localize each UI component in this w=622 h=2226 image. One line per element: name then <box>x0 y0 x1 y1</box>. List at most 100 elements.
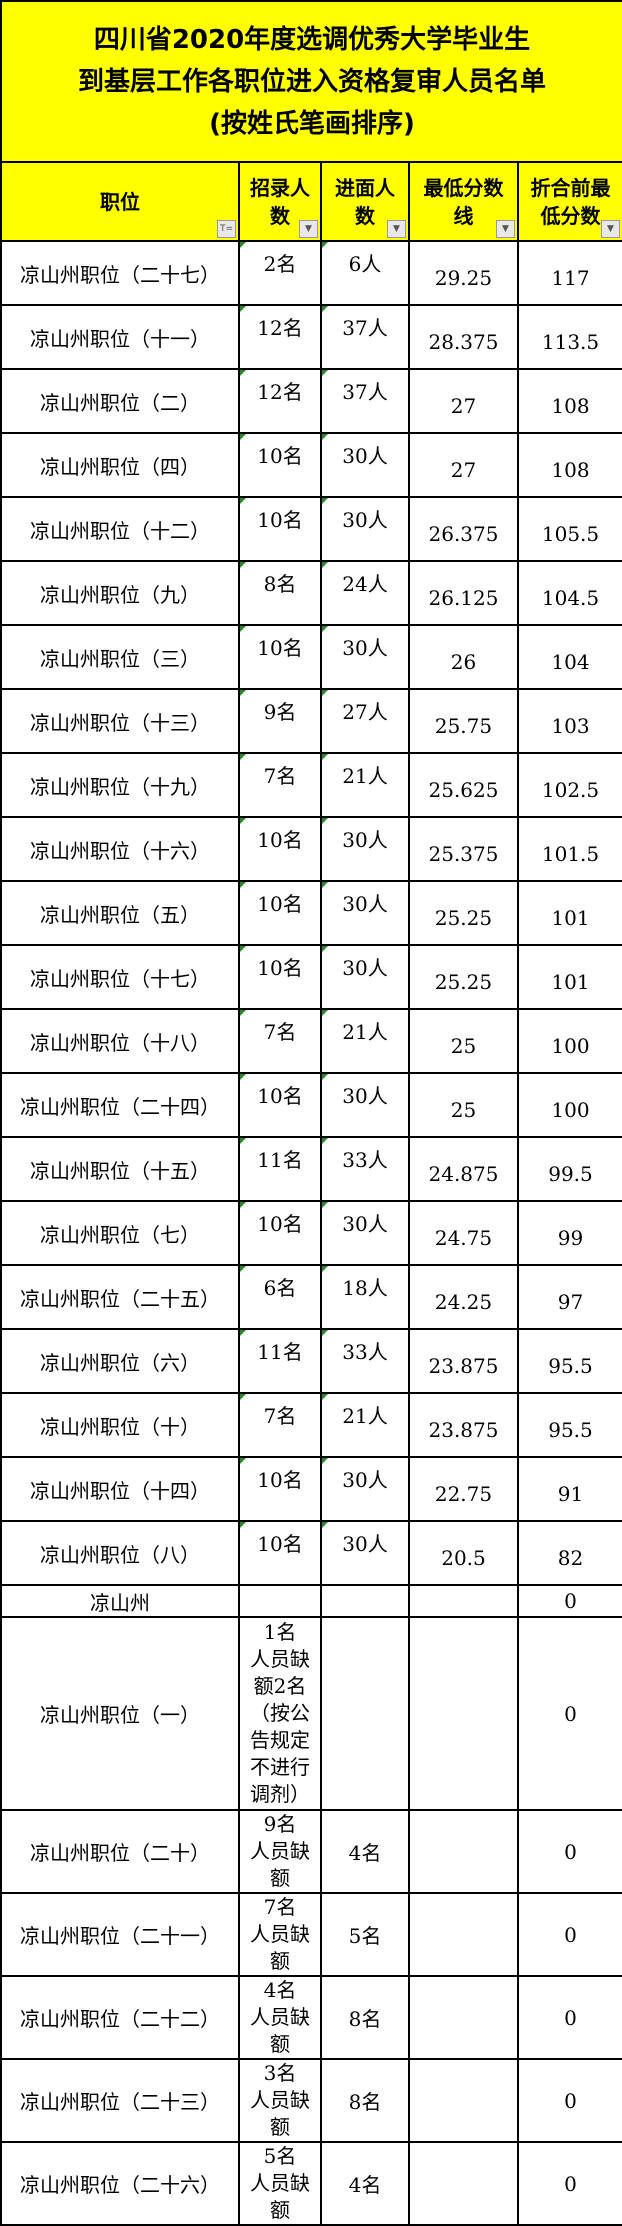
min-score-cell: 26 <box>408 624 519 690</box>
pre-score-cell: 104 <box>516 624 622 690</box>
interview-count-cell: 33人 <box>320 1328 410 1394</box>
table-row: 凉山州 0 <box>0 1584 622 1618</box>
recruit-line: 人员缺 <box>250 2171 310 2195</box>
min-score-cell: 25.75 <box>408 688 519 754</box>
position-cell: 凉山州职位（四） <box>0 432 240 498</box>
pre-score-cell: 95.5 <box>516 1392 622 1458</box>
interview-count-cell: 4名 <box>320 1809 410 1894</box>
pre-score-cell: 0 <box>516 1809 622 1894</box>
pre-score-cell: 99 <box>516 1200 622 1266</box>
interview-count-cell: 30人 <box>320 432 410 498</box>
min-score-cell <box>408 1616 519 1811</box>
position-cell: 凉山州职位（六） <box>0 1328 240 1394</box>
table-row: 凉山州职位（七） 10名 30人 24.75 99 <box>0 1200 622 1266</box>
min-score-cell: 26.125 <box>408 560 519 626</box>
recruit-count-cell: 10名 <box>238 944 322 1010</box>
interview-count-cell: 30人 <box>320 944 410 1010</box>
table-row: 凉山州职位（三） 10名 30人 26 104 <box>0 624 622 690</box>
table-row: 凉山州职位（十四） 10名 30人 22.75 91 <box>0 1456 622 1522</box>
table-row: 凉山州职位（六） 11名 33人 23.875 95.5 <box>0 1328 622 1394</box>
pre-score-cell: 99.5 <box>516 1136 622 1202</box>
recruit-line: 人员缺 <box>250 2005 310 2029</box>
interview-count-cell: 30人 <box>320 816 410 882</box>
position-cell: 凉山州职位（十一） <box>0 304 240 370</box>
position-cell: 凉山州职位（二十六） <box>0 2141 240 2226</box>
interview-count-cell: 30人 <box>320 496 410 562</box>
table-row: 凉山州职位（二十三） 3名 人员缺额 8名 0 <box>0 2058 622 2143</box>
position-cell: 凉山州职位（十三） <box>0 688 240 754</box>
column-header: 招录人数 ▼ <box>238 161 322 242</box>
header-label: 数 <box>270 203 290 228</box>
recruit-line: 不进行 <box>250 1755 310 1779</box>
pre-score-cell: 97 <box>516 1264 622 1330</box>
min-score-cell <box>408 2058 519 2143</box>
pre-score-cell: 101 <box>516 944 622 1010</box>
filter-icon[interactable]: T= <box>217 220 236 238</box>
recruit-count-cell: 7名 <box>238 1008 322 1074</box>
header-label: 职位 <box>100 189 140 214</box>
table-row: 凉山州职位（二） 12名 37人 27 108 <box>0 368 622 434</box>
dropdown-icon[interactable]: ▼ <box>496 220 515 238</box>
position-cell: 凉山州职位（十七） <box>0 944 240 1010</box>
interview-count-cell: 30人 <box>320 1072 410 1138</box>
recruit-count-cell: 3名 人员缺额 <box>238 2058 322 2143</box>
pre-score-cell: 0 <box>516 1975 622 2060</box>
pre-score-cell: 0 <box>516 1616 622 1811</box>
pre-score-cell: 101 <box>516 880 622 946</box>
pre-score-cell: 0 <box>516 1584 622 1618</box>
min-score-cell: 24.75 <box>408 1200 519 1266</box>
pre-score-cell: 103 <box>516 688 622 754</box>
pre-score-cell: 100 <box>516 1008 622 1074</box>
interview-count-cell: 18人 <box>320 1264 410 1330</box>
recruit-count-cell: 2名 <box>238 240 322 306</box>
recruit-count-cell: 4名 人员缺额 <box>238 1975 322 2060</box>
position-cell: 凉山州职位（二十七） <box>0 240 240 306</box>
recruit-count-cell: 11名 <box>238 1136 322 1202</box>
dropdown-icon[interactable]: ▼ <box>387 220 406 238</box>
interview-count-cell: 30人 <box>320 880 410 946</box>
min-score-cell <box>408 1892 519 1977</box>
dropdown-icon[interactable]: ▼ <box>299 220 318 238</box>
min-score-cell <box>408 1809 519 1894</box>
recruit-line: 额 <box>270 2115 290 2139</box>
min-score-cell: 23.875 <box>408 1392 519 1458</box>
recruit-line: 人员缺 <box>250 1647 310 1671</box>
header-label: 线 <box>453 203 474 228</box>
recruit-line: 3名 <box>263 2061 297 2085</box>
header-label: 折合前最 <box>530 175 611 200</box>
pre-score-cell: 0 <box>516 1892 622 1977</box>
interview-count-cell: 33人 <box>320 1136 410 1202</box>
table-row: 凉山州职位（二十） 9名 人员缺额 4名 0 <box>0 1809 622 1894</box>
min-score-cell <box>408 1584 519 1618</box>
position-cell: 凉山州职位（三） <box>0 624 240 690</box>
recruit-count-cell: 11名 <box>238 1328 322 1394</box>
dropdown-icon[interactable]: ▼ <box>601 220 621 238</box>
pre-score-cell: 102.5 <box>516 752 622 818</box>
recruit-count-cell: 10名 <box>238 496 322 562</box>
position-cell: 凉山州职位（二） <box>0 368 240 434</box>
recruit-line: 额2名 <box>253 1674 307 1698</box>
table-row: 凉山州职位（十九） 7名 21人 25.625 102.5 <box>0 752 622 818</box>
recruit-line: 4名 <box>263 1978 297 2002</box>
recruit-count-cell: 1名 人员缺 额2名 （按公 告规定 不进行 调剂） <box>238 1616 322 1811</box>
table-row: 凉山州职位（十六） 10名 30人 25.375 101.5 <box>0 816 622 882</box>
position-cell: 凉山州职位（十四） <box>0 1456 240 1522</box>
interview-count-cell <box>320 1616 410 1811</box>
recruit-line: 1名 <box>263 1620 297 1644</box>
recruit-line: 人员缺 <box>250 1922 310 1946</box>
header-label: 招录人 <box>250 175 310 200</box>
pre-score-cell: 95.5 <box>516 1328 622 1394</box>
table-row: 凉山州职位（十三） 9名 27人 25.75 103 <box>0 688 622 754</box>
recruit-count-cell: 10名 <box>238 880 322 946</box>
min-score-cell <box>408 1975 519 2060</box>
recruit-count-cell: 10名 <box>238 1072 322 1138</box>
interview-count-cell: 8名 <box>320 2058 410 2143</box>
position-cell: 凉山州职位（二十二） <box>0 1975 240 2060</box>
min-score-cell <box>408 2141 519 2226</box>
recruit-count-cell: 10名 <box>238 624 322 690</box>
position-cell: 凉山州职位（十八） <box>0 1008 240 1074</box>
table-row: 凉山州职位（十五） 11名 33人 24.875 99.5 <box>0 1136 622 1202</box>
recruit-count-cell: 10名 <box>238 1456 322 1522</box>
position-cell: 凉山州职位（二十五） <box>0 1264 240 1330</box>
pre-score-cell: 108 <box>516 432 622 498</box>
